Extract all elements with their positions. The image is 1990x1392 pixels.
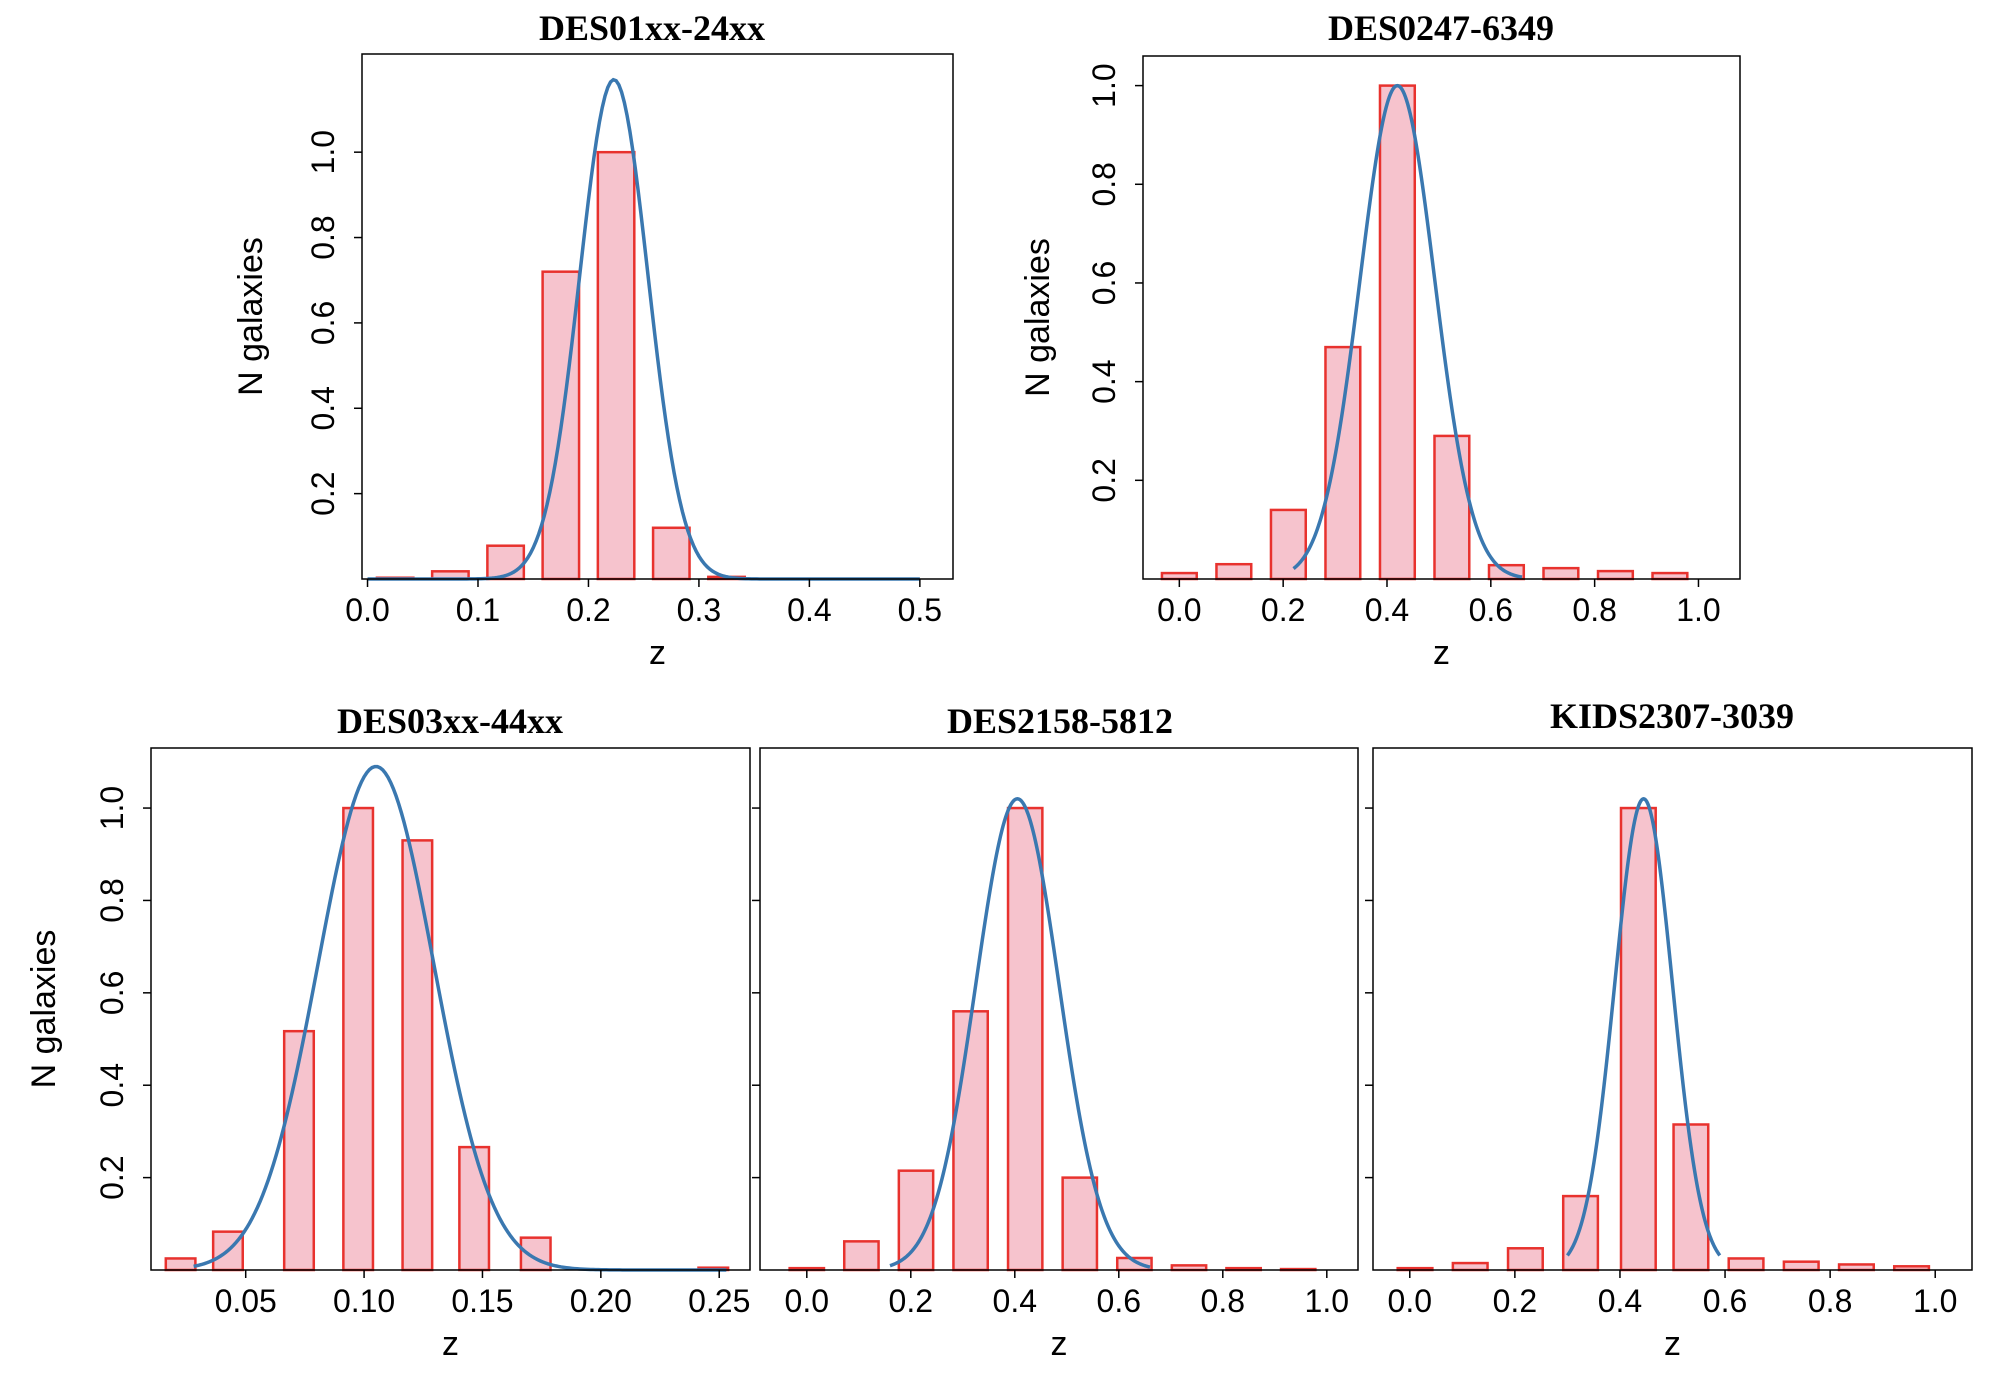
- y-axis-label: N galaxies: [25, 930, 63, 1089]
- x-tick-label: 1.0: [1676, 592, 1720, 628]
- x-tick-label: 0.25: [688, 1283, 750, 1319]
- chart-title: DES01xx-24xx: [539, 8, 765, 48]
- histogram-bar: [1561, 1194, 1600, 1272]
- x-tick-label: 0.0: [345, 592, 389, 628]
- x-tick-label: 1.0: [1305, 1283, 1349, 1319]
- x-axis-label: z: [1051, 1325, 1068, 1363]
- gaussian-fit-curve: [889, 797, 1151, 1269]
- x-tick-label: 0.8: [1808, 1283, 1852, 1319]
- chart-title: DES03xx-44xx: [337, 701, 563, 741]
- histogram-bar: [1451, 1261, 1489, 1272]
- histogram-bar: [1596, 569, 1635, 581]
- x-tick-label: 0.6: [1097, 1283, 1141, 1319]
- x-tick-label: 0.4: [1365, 592, 1409, 628]
- histogram-bar: [1727, 1257, 1765, 1272]
- plot-frame: [150, 747, 751, 1271]
- x-axis-label: z: [1433, 634, 1450, 672]
- chart-panel-5: KIDS2307-3039 0.0 0.2 0.4 0.6 0.8 1.0 z: [1365, 696, 1973, 1363]
- y-tick-label: 1.0: [1086, 63, 1122, 107]
- y-tick-label: 0.6: [94, 971, 130, 1015]
- histogram-bar: [342, 806, 375, 1272]
- gaussian-fit-curve: [1292, 83, 1523, 579]
- x-tick-label: 0.2: [1493, 1283, 1537, 1319]
- y-tick-label: 0.2: [1086, 458, 1122, 502]
- chart-panel-4: DES2158-5812 0.0 0.2 0.4 0.6 0.8 1.0 z: [752, 701, 1359, 1363]
- x-axis-label: z: [649, 634, 666, 672]
- x-axis-label: z: [442, 1325, 459, 1363]
- chart-title: DES0247-6349: [1328, 8, 1554, 48]
- x-tick-label: 0.2: [1261, 592, 1305, 628]
- x-tick-label: 0.4: [993, 1283, 1037, 1319]
- histogram-bar: [596, 150, 636, 581]
- x-tick-label: 0.0: [1157, 592, 1201, 628]
- x-tick-label: 0.20: [570, 1283, 632, 1319]
- chart-panel-2: DES0247-6349 0.0 0.2 0.4 0.6 0.8 1.0 0.2 0.4 0.6 0…: [1019, 8, 1741, 672]
- x-tick-label: 0.3: [677, 592, 721, 628]
- histogram-bar: [1269, 508, 1307, 581]
- y-axis-label: N galaxies: [232, 237, 270, 396]
- histogram-bar: [1837, 1263, 1875, 1272]
- y-axis-label: N galaxies: [1019, 238, 1057, 397]
- y-tick-label: 0.4: [94, 1063, 130, 1107]
- x-tick-label: 0.2: [566, 592, 610, 628]
- histogram-bar: [1378, 84, 1417, 581]
- plot-frame: [1372, 747, 1973, 1271]
- y-tick-label: 0.2: [305, 471, 341, 515]
- x-tick-label: 0.1: [456, 592, 500, 628]
- y-tick-label: 0.8: [1086, 162, 1122, 206]
- x-tick-label: 0.05: [215, 1283, 277, 1319]
- chart-panel-3: DES03xx-44xx 0.05 0.10 0.15 0.20 0.25 0.2 0.4 0.…: [25, 701, 751, 1363]
- plot-frame: [759, 747, 1359, 1271]
- y-tick-label: 0.2: [94, 1155, 130, 1199]
- x-tick-label: 0.4: [787, 592, 831, 628]
- x-tick-label: 0.0: [1388, 1283, 1432, 1319]
- histogram-bar: [1215, 562, 1253, 581]
- histogram-bar: [1782, 1260, 1820, 1272]
- histogram-bar: [1160, 571, 1198, 581]
- x-tick-label: 0.4: [1598, 1283, 1642, 1319]
- x-axis-label: z: [1664, 1325, 1681, 1363]
- x-tick-label: 0.2: [889, 1283, 933, 1319]
- y-tick-label: 0.6: [1086, 261, 1122, 305]
- chart-panel-1: DES01xx-24xx 0.0 0.1 0.2 0.3 0.4 0.5 0.2 0.4 0.6 0…: [232, 8, 954, 672]
- gaussian-fit-curve: [367, 77, 920, 581]
- histogram-bar: [1006, 806, 1044, 1272]
- gaussian-fit-curve: [1565, 797, 1722, 1257]
- x-tick-label: 0.5: [898, 592, 942, 628]
- x-tick-label: 0.10: [333, 1283, 395, 1319]
- y-tick-label: 1.0: [94, 786, 130, 830]
- histogram-bar: [164, 1257, 197, 1272]
- y-tick-label: 0.8: [94, 878, 130, 922]
- histogram-bar: [651, 526, 691, 581]
- histogram-bar: [1433, 434, 1471, 581]
- histogram-bar: [842, 1240, 880, 1272]
- histogram-bar: [1061, 1176, 1099, 1272]
- x-tick-label: 0.8: [1572, 592, 1616, 628]
- x-tick-label: 0.0: [785, 1283, 829, 1319]
- chart-title: DES2158-5812: [947, 701, 1173, 741]
- histogram-bar: [1542, 566, 1580, 581]
- x-tick-label: 1.0: [1913, 1283, 1957, 1319]
- histogram-bar: [486, 544, 526, 581]
- y-tick-label: 0.8: [305, 215, 341, 259]
- histogram-bar: [1324, 345, 1362, 581]
- histogram-bar: [952, 1010, 990, 1272]
- histogram-bar: [401, 839, 434, 1272]
- y-tick-label: 1.0: [305, 130, 341, 174]
- x-tick-label: 0.15: [451, 1283, 513, 1319]
- histogram-bar: [1506, 1247, 1544, 1272]
- histogram-bar: [458, 1145, 491, 1272]
- y-tick-label: 0.6: [305, 301, 341, 345]
- x-tick-label: 0.6: [1469, 592, 1513, 628]
- chart-title: KIDS2307-3039: [1550, 696, 1794, 736]
- y-tick-label: 0.4: [305, 386, 341, 430]
- plot-frame: [361, 53, 954, 580]
- x-tick-label: 0.6: [1703, 1283, 1747, 1319]
- y-tick-label: 0.4: [1086, 359, 1122, 403]
- histogram-bar: [1651, 571, 1689, 581]
- plot-frame: [1142, 55, 1741, 580]
- x-tick-label: 0.8: [1201, 1283, 1245, 1319]
